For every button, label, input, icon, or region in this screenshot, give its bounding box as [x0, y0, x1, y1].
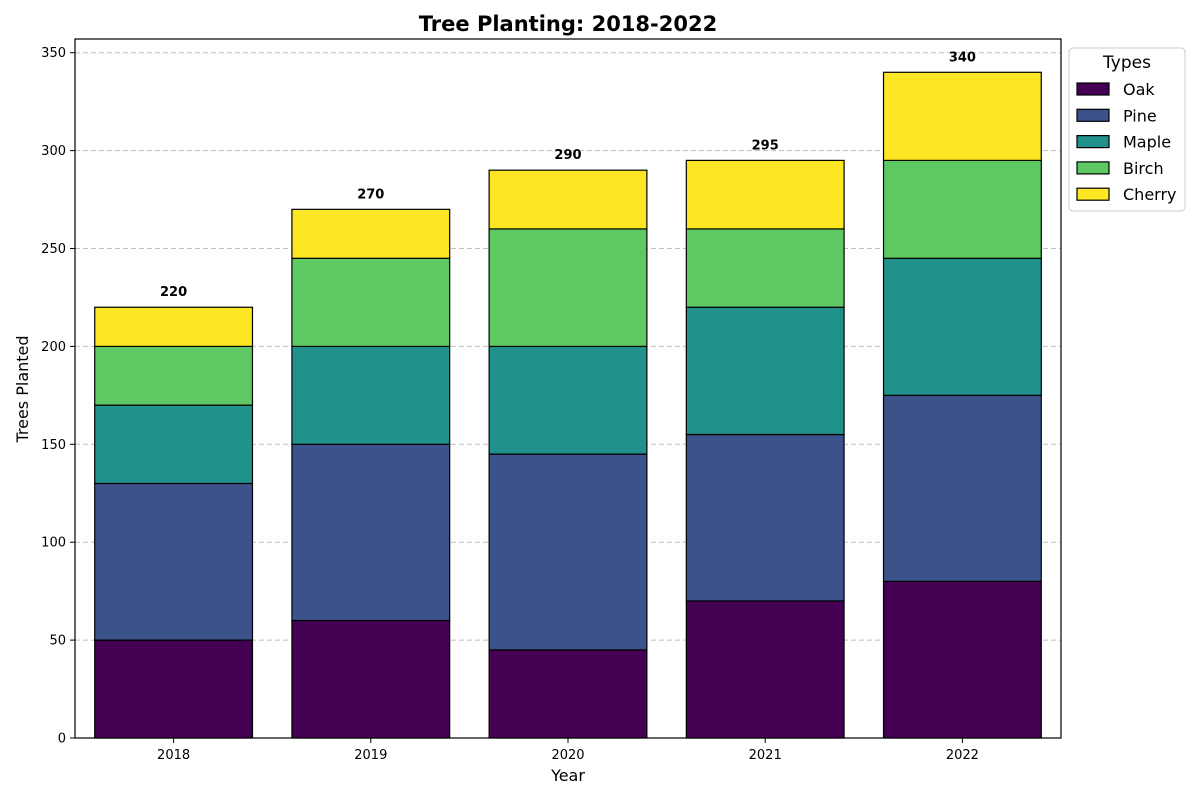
bars: [94, 71, 1042, 739]
bar-birch-2020: [488, 228, 648, 348]
x-tick-label-2021: 2021: [749, 748, 782, 763]
total-labels: 220 270 290 295 340: [160, 50, 976, 300]
bar-pine-2019: [291, 443, 451, 622]
bar-birch-2018: [94, 345, 254, 406]
total-label-2020: 290: [554, 148, 581, 163]
bar-oak-2019: [291, 619, 451, 739]
legend-label-oak: Oak: [1123, 80, 1155, 99]
bar-pine-2021: [685, 433, 845, 602]
x-axis: 2018 2019 2020 2021 2022: [157, 738, 979, 763]
bar-maple-2021: [685, 306, 845, 436]
total-label-2022: 340: [949, 50, 976, 65]
bar-oak-2021: [685, 600, 845, 739]
chart-title: Tree Planting: 2018-2022: [419, 12, 717, 36]
total-label-2018: 220: [160, 285, 187, 300]
bar-maple-2020: [488, 345, 648, 455]
legend-label-pine: Pine: [1123, 106, 1157, 125]
y-axis-label: Trees Planted: [13, 335, 32, 443]
bar-maple-2022: [882, 257, 1042, 396]
legend-swatch-pine: [1076, 108, 1110, 122]
bar-pine-2020: [488, 453, 648, 651]
legend-swatch-cherry: [1076, 187, 1110, 201]
legend-label-cherry: Cherry: [1123, 185, 1177, 204]
legend-swatch-oak: [1076, 82, 1110, 96]
legend-label-birch: Birch: [1123, 159, 1164, 178]
y-tick-label: 250: [41, 242, 66, 257]
y-tick-label: 300: [41, 144, 66, 159]
y-tick-label: 0: [58, 732, 66, 747]
bar-birch-2022: [882, 159, 1042, 259]
y-tick-label: 200: [41, 340, 66, 355]
y-tick-label: 100: [41, 536, 66, 551]
y-tick-label: 50: [49, 634, 66, 649]
x-tick-label-2018: 2018: [157, 748, 190, 763]
legend-swatch-maple: [1076, 135, 1110, 149]
x-tick-label-2019: 2019: [354, 748, 387, 763]
bar-pine-2018: [94, 482, 254, 641]
x-tick-label-2022: 2022: [946, 748, 979, 763]
legend-swatch-birch: [1076, 161, 1110, 175]
total-label-2019: 270: [357, 187, 384, 202]
legend: Types Oak Pine Maple Birch Cherry: [1068, 47, 1186, 212]
bar-cherry-2020: [488, 169, 648, 230]
bar-birch-2021: [685, 228, 845, 308]
x-tick-label-2020: 2020: [551, 748, 584, 763]
bar-oak-2020: [488, 649, 648, 739]
bar-cherry-2022: [882, 71, 1042, 161]
bar-oak-2022: [882, 580, 1042, 739]
bar-birch-2019: [291, 257, 451, 348]
y-tick-label: 350: [41, 46, 66, 61]
bar-cherry-2021: [685, 159, 845, 230]
bar-maple-2018: [94, 404, 254, 485]
bar-cherry-2018: [94, 306, 254, 348]
y-axis: 0 50 100 150 200 250 300 350: [41, 46, 75, 747]
legend-label-maple: Maple: [1123, 133, 1171, 152]
bar-pine-2022: [882, 394, 1042, 582]
bar-maple-2019: [291, 345, 451, 445]
bar-cherry-2019: [291, 208, 451, 259]
y-tick-label: 150: [41, 438, 66, 453]
legend-title: Types: [1102, 53, 1151, 73]
bar-oak-2018: [94, 639, 254, 739]
legend-items: Oak Pine Maple Birch Cherry: [1076, 80, 1177, 204]
x-axis-label: Year: [550, 766, 585, 785]
total-label-2021: 295: [752, 138, 779, 153]
